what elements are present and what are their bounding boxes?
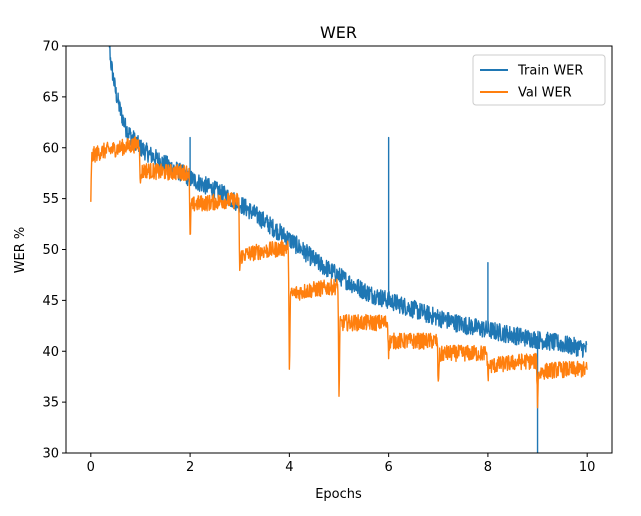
y-tick-label: 40 [42, 345, 59, 360]
y-tick-label: 45 [42, 294, 59, 309]
series-layer [90, 46, 588, 453]
y-tick-label: 30 [42, 447, 59, 462]
legend-label: Val WER [518, 86, 572, 101]
x-tick-label: 2 [186, 460, 194, 475]
y-axis-label: WER % [13, 227, 28, 274]
x-tick-label: 10 [579, 460, 596, 475]
x-tick-label: 8 [484, 460, 492, 475]
legend: Train WER Val WER [472, 54, 606, 106]
y-tick-label: 55 [42, 192, 59, 207]
chart-title: WER [320, 23, 357, 42]
x-tick-label: 4 [285, 460, 293, 475]
y-tick-label: 50 [42, 243, 59, 258]
y-tick-label: 70 [42, 40, 59, 55]
series-line-val-wer [90, 136, 588, 409]
x-axis-label: Epochs [315, 487, 362, 502]
y-tick-label: 35 [42, 396, 59, 411]
x-tick-label: 0 [87, 460, 95, 475]
y-tick-label: 60 [42, 141, 59, 156]
y-tick-label: 65 [42, 90, 59, 105]
x-tick-label: 6 [384, 460, 392, 475]
y-axis-ticks: 30 35 40 45 50 55 60 65 70 [42, 40, 66, 462]
legend-label: Train WER [517, 64, 583, 79]
x-axis-ticks: 0 2 4 6 8 10 [87, 453, 596, 475]
